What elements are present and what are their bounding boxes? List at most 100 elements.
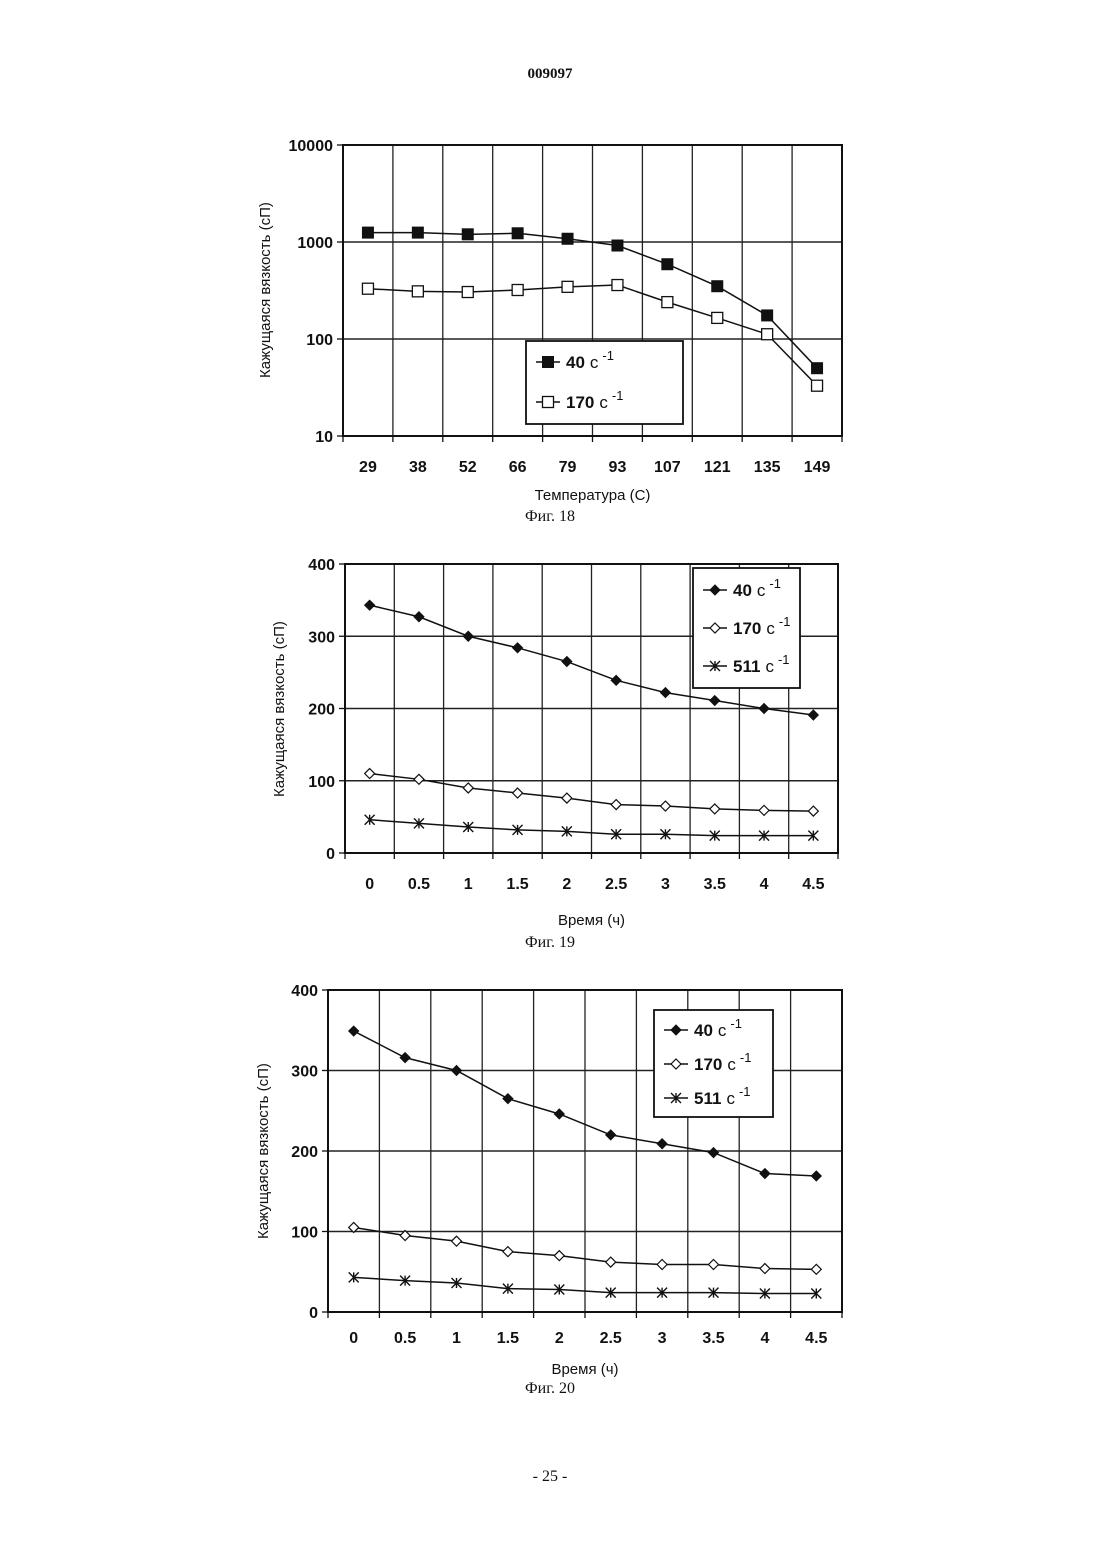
y-tick-label: 200 xyxy=(308,702,335,719)
data-point-170 xyxy=(463,783,473,793)
page-number: 009097 xyxy=(0,66,1100,83)
data-point-40 xyxy=(612,240,623,251)
x-tick-label: 2 xyxy=(562,876,571,893)
data-point-40 xyxy=(349,1026,359,1036)
data-point-40 xyxy=(412,227,423,238)
legend-series-unit: с xyxy=(727,1055,736,1074)
data-point-170 xyxy=(562,793,572,803)
legend-series-unit: с xyxy=(757,581,766,600)
fig18-chart: 10100100010000293852667993107121135149Те… xyxy=(0,120,1100,510)
data-point-170 xyxy=(606,1257,616,1267)
legend-series-name: 40 xyxy=(566,353,585,372)
data-point-170 xyxy=(365,769,375,779)
data-point-170 xyxy=(760,1264,770,1274)
x-tick-label: 1.5 xyxy=(497,1330,519,1347)
data-point-170 xyxy=(710,804,720,814)
legend-series-exponent: -1 xyxy=(739,1084,751,1099)
x-tick-label: 0 xyxy=(349,1330,358,1347)
data-point-170 xyxy=(759,805,769,815)
x-tick-label: 79 xyxy=(559,459,577,476)
data-point-170 xyxy=(808,806,818,816)
legend-series-name: 170 xyxy=(566,393,594,412)
data-point-40 xyxy=(562,657,572,667)
legend-marker-40 xyxy=(543,357,554,368)
data-point-40 xyxy=(762,310,773,321)
data-point-40 xyxy=(808,710,818,720)
legend-series-name: 40 xyxy=(733,581,752,600)
y-tick-label: 10 xyxy=(315,429,333,446)
y-tick-label: 200 xyxy=(291,1144,318,1161)
y-tick-label: 300 xyxy=(291,1064,318,1081)
data-point-170 xyxy=(412,286,423,297)
legend-series-exponent: -1 xyxy=(612,388,624,403)
data-point-40 xyxy=(513,643,523,653)
data-point-40 xyxy=(462,229,473,240)
y-axis-title: Кажущаяся вязкость (сП) xyxy=(255,1063,272,1239)
data-point-40 xyxy=(463,631,473,641)
x-tick-label: 4.5 xyxy=(805,1330,827,1347)
x-tick-label: 4 xyxy=(760,1330,769,1347)
x-tick-label: 38 xyxy=(409,459,427,476)
data-point-170 xyxy=(762,329,773,340)
legend-series-exponent: -1 xyxy=(730,1016,742,1031)
x-tick-label: 0.5 xyxy=(408,876,430,893)
x-tick-label: 3.5 xyxy=(704,876,726,893)
x-axis-title: Время (ч) xyxy=(558,912,625,929)
page-footer: - 25 - xyxy=(0,1468,1100,1486)
data-point-170 xyxy=(611,800,621,810)
data-point-40 xyxy=(759,704,769,714)
legend: 40с-1170с-1511с-1 xyxy=(693,568,800,688)
data-point-170 xyxy=(562,281,573,292)
data-point-170 xyxy=(612,280,623,291)
legend-series-unit: с xyxy=(718,1021,727,1040)
data-point-40 xyxy=(365,600,375,610)
x-tick-label: 4.5 xyxy=(802,876,824,893)
data-point-40 xyxy=(400,1053,410,1063)
data-point-40 xyxy=(662,259,673,270)
legend-series-name: 170 xyxy=(733,619,761,638)
data-point-40 xyxy=(760,1169,770,1179)
data-point-170 xyxy=(662,297,673,308)
x-tick-label: 2 xyxy=(555,1330,564,1347)
x-tick-label: 107 xyxy=(654,459,681,476)
legend-series-unit: с xyxy=(766,619,775,638)
y-tick-label: 1000 xyxy=(297,235,333,252)
y-tick-label: 100 xyxy=(306,332,333,349)
legend-series-exponent: -1 xyxy=(778,652,790,667)
data-point-40 xyxy=(512,228,523,239)
legend-series-exponent: -1 xyxy=(740,1050,752,1065)
y-tick-label: 10000 xyxy=(289,138,334,155)
x-tick-label: 0 xyxy=(365,876,374,893)
x-tick-label: 66 xyxy=(509,459,527,476)
data-point-170 xyxy=(712,312,723,323)
fig18-caption: Фиг. 18 xyxy=(0,508,1100,526)
data-point-170 xyxy=(513,788,523,798)
data-point-40 xyxy=(554,1109,564,1119)
fig19-caption: Фиг. 19 xyxy=(0,934,1100,952)
x-tick-label: 3.5 xyxy=(702,1330,724,1347)
legend-series-unit: с xyxy=(726,1089,735,1108)
data-point-40 xyxy=(709,1148,719,1158)
data-point-40 xyxy=(452,1066,462,1076)
data-point-40 xyxy=(710,696,720,706)
x-axis-title: Время (ч) xyxy=(551,1361,618,1378)
data-point-170 xyxy=(554,1251,564,1261)
x-tick-label: 93 xyxy=(609,459,627,476)
data-point-40 xyxy=(503,1094,513,1104)
legend-series-exponent: -1 xyxy=(769,576,781,591)
legend-series-unit: с xyxy=(599,393,608,412)
x-tick-label: 149 xyxy=(804,459,831,476)
y-tick-label: 100 xyxy=(291,1225,318,1242)
x-tick-label: 1 xyxy=(464,876,473,893)
data-point-170 xyxy=(709,1260,719,1270)
data-point-170 xyxy=(462,287,473,298)
y-tick-label: 300 xyxy=(308,629,335,646)
legend-series-unit: с xyxy=(590,353,599,372)
data-point-40 xyxy=(414,612,424,622)
x-tick-label: 52 xyxy=(459,459,477,476)
x-tick-label: 4 xyxy=(760,876,769,893)
data-point-170 xyxy=(812,380,823,391)
legend-series-exponent: -1 xyxy=(602,348,614,363)
x-tick-label: 121 xyxy=(704,459,731,476)
x-tick-label: 3 xyxy=(658,1330,667,1347)
